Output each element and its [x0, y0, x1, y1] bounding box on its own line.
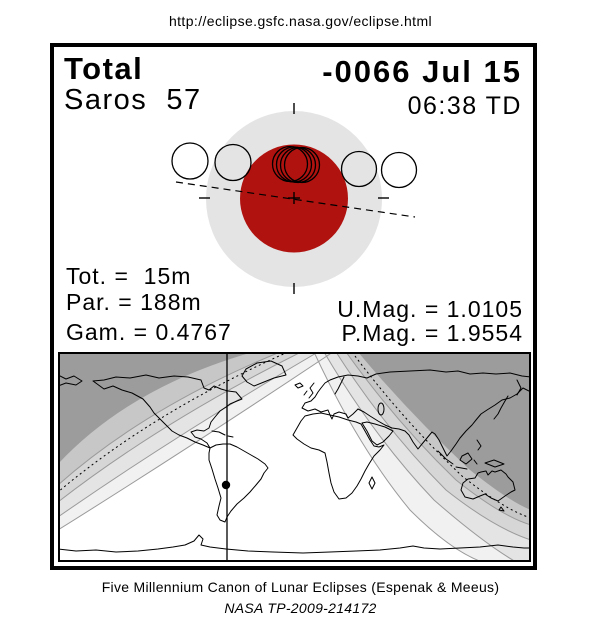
- moon-disk-second-contact: [214, 143, 252, 182]
- coastline-south-america: [208, 443, 269, 523]
- coastlines: [57, 360, 532, 554]
- coastline-caspian-sea: [377, 402, 385, 416]
- source-url-text: http://eclipse.gsfc.nasa.gov/eclipse.htm…: [168, 13, 433, 29]
- shadow-center-cross: [288, 192, 300, 204]
- moon-path-dashed-line: [175, 181, 416, 218]
- not-visible-region-west: [58, 352, 253, 464]
- stat-totality-duration: Tot. = 15m: [66, 263, 192, 289]
- coastline-africa: [292, 412, 385, 500]
- coastline-arabia: [361, 421, 394, 446]
- date-label: -0066 Jul 15: [322, 54, 522, 89]
- coastline-europe: [301, 374, 368, 420]
- shadow-geometry-diagram: [171, 103, 418, 294]
- coastline-north-america: [92, 374, 243, 449]
- stat-gamma: Gam. = 0.4767: [66, 319, 232, 345]
- moonset-visibility-bands: [58, 352, 333, 530]
- moon-contact-positions: [171, 142, 418, 189]
- map-border: [58, 352, 531, 562]
- moon-disk-third-contact: [283, 146, 321, 184]
- stat-umbral-magnitude: U.Mag. = 1.0105: [337, 296, 523, 322]
- coastline-southeast-asia-islands: [437, 439, 505, 470]
- visibility-map-svg: [57, 351, 532, 563]
- visibility-map: [57, 351, 532, 563]
- time-label: 06:38 TD: [407, 92, 522, 120]
- coastline-greenland: [241, 360, 287, 387]
- coastline-iceland: [294, 382, 304, 389]
- coastline-asia: [357, 369, 532, 457]
- coastline-japan: [493, 379, 522, 420]
- moon-disk-first-contact: [171, 142, 209, 180]
- coastline-ne-siberia: [57, 374, 83, 387]
- penumbra-cardinal-ticks: [199, 103, 389, 294]
- greatest-eclipse-point: [221, 480, 231, 490]
- stat-partial-duration: Par. = 188m: [66, 289, 202, 315]
- eclipse-type-label: Total: [64, 51, 144, 86]
- coastline-australia: [460, 469, 516, 512]
- saros-label: Saros 57: [64, 84, 202, 116]
- dotted-contact-curves: [57, 351, 532, 519]
- moon-disk-fourth-contact: [340, 150, 378, 188]
- coastline-caribbean: [211, 430, 234, 438]
- not-visible-region-east: [358, 352, 531, 510]
- moon-disk-last-contact: [380, 151, 418, 189]
- coastline-antarctica: [57, 534, 532, 554]
- coastline-british-isles: [303, 382, 315, 399]
- stat-penumbral-magnitude: P.Mag. = 1.9554: [341, 320, 523, 346]
- caption-reference: NASA TP-2009-214172: [224, 600, 377, 616]
- main-frame: Total Saros 57 -0066 Jul 15 06:38 TD Tot…: [50, 43, 537, 570]
- caption-title: Five Millennium Canon of Lunar Eclipses …: [101, 579, 500, 595]
- coastline-madagascar: [368, 476, 376, 490]
